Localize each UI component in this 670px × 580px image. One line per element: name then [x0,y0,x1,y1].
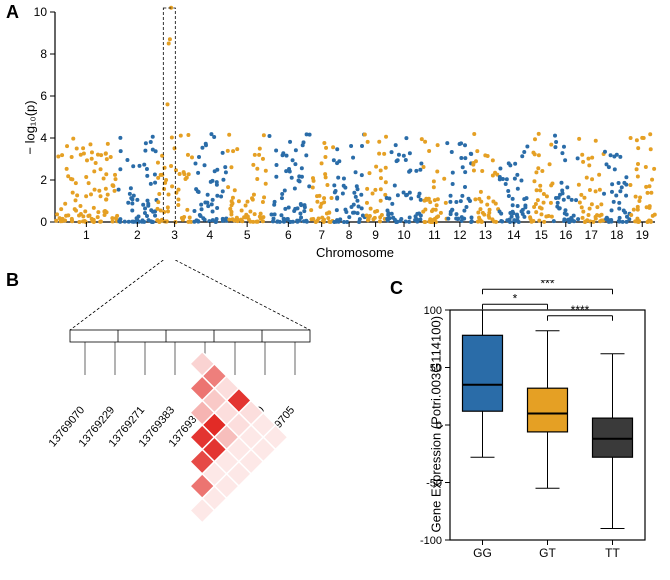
svg-text:14: 14 [507,228,521,242]
svg-text:-50: -50 [426,478,442,490]
svg-text:GT: GT [539,546,556,560]
svg-text:4: 4 [40,131,47,145]
manhattan-plot: 024681012345678910111213141516171819Chro… [0,0,670,260]
svg-text:0: 0 [436,420,442,432]
svg-text:8: 8 [40,47,47,61]
svg-text:-100: -100 [420,535,442,547]
svg-text:9: 9 [372,228,379,242]
svg-text:*: * [513,291,518,305]
svg-text:18: 18 [610,228,624,242]
svg-text:19: 19 [636,228,650,242]
svg-text:16: 16 [559,228,573,242]
boxplot: -100-50050100GGGTTT******** [395,280,670,580]
svg-text:100: 100 [424,305,442,317]
svg-text:***: *** [540,280,554,290]
figure-root: A B C − log₁₀(p) Gene Expression (Potri.… [0,0,670,579]
svg-text:17: 17 [585,228,599,242]
svg-text:6: 6 [40,89,47,103]
svg-text:5: 5 [244,228,251,242]
svg-text:Chromosome: Chromosome [316,245,394,260]
svg-text:2: 2 [40,173,47,187]
svg-text:15: 15 [535,228,549,242]
svg-text:1: 1 [83,228,90,242]
svg-text:****: **** [571,303,590,317]
svg-text:3: 3 [171,228,178,242]
svg-text:7: 7 [318,228,325,242]
svg-text:GG: GG [473,546,492,560]
ld-heatmap: 1376907013769229137692711376938313769388… [0,260,400,580]
svg-text:0: 0 [40,215,47,229]
svg-text:4: 4 [207,228,214,242]
svg-text:11: 11 [428,228,441,242]
svg-text:2: 2 [134,228,141,242]
svg-text:12: 12 [453,228,467,242]
svg-text:TT: TT [605,546,620,560]
svg-text:10: 10 [397,228,411,242]
svg-text:50: 50 [430,363,442,375]
svg-text:10: 10 [34,5,48,19]
svg-text:6: 6 [285,228,292,242]
svg-text:13: 13 [479,228,493,242]
svg-text:8: 8 [346,228,353,242]
